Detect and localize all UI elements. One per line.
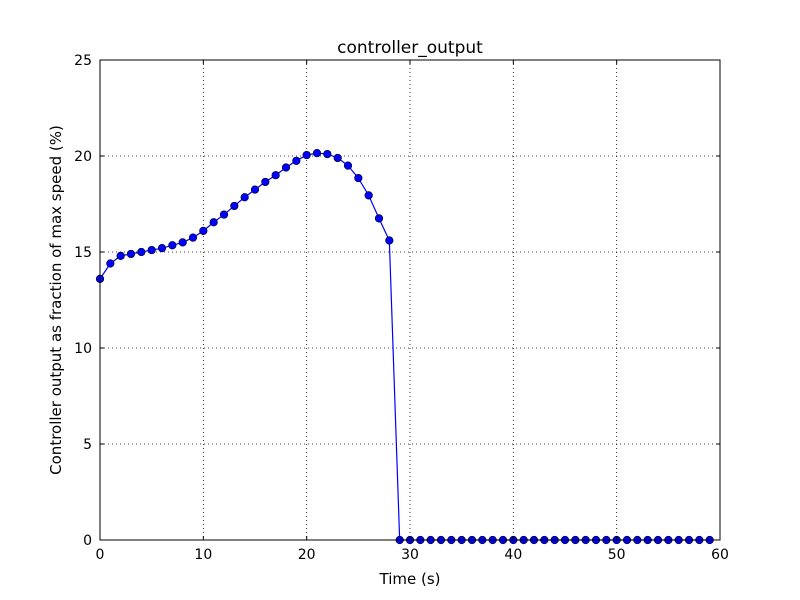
data-point [116,251,125,260]
data-point [137,247,146,257]
data-point [168,241,177,250]
x-tick-label: 20 [298,547,316,563]
data-point [157,244,167,253]
data-point [188,233,198,242]
data-point [271,171,280,180]
data-point [209,218,218,227]
data-point [281,163,291,172]
x-tick-label: 0 [96,547,105,563]
data-point [343,161,353,170]
x-tick-label: 40 [504,547,522,563]
data-point [178,238,187,247]
x-tick-label: 60 [711,547,729,563]
data-point [240,193,249,202]
x-axis-label: Time (s) [379,570,441,588]
data-point [323,149,332,159]
data-point [333,153,342,163]
data-point [292,156,301,165]
data-point [199,226,208,235]
data-point [354,173,363,183]
data-point [126,249,136,259]
data-point [261,177,270,187]
grid-lines [100,60,720,540]
x-tick-label: 10 [194,547,212,563]
chart-title: controller_output [337,38,483,58]
y-tick-label: 25 [74,53,92,69]
data-point [312,149,322,158]
y-tick-label: 10 [74,341,92,357]
y-axis-label: Controller output as fraction of max spe… [47,125,65,475]
y-tick-label: 0 [83,533,92,549]
data-point [219,210,229,219]
data-point [374,214,384,223]
y-tick-label: 20 [74,149,92,165]
y-tick-label: 5 [83,437,92,453]
x-tick-label: 50 [608,547,626,563]
data-point [230,201,239,211]
x-tick-label: 30 [401,547,419,563]
axis-ticks: 0 10 20 30 40 50 60 0 5 10 15 20 25 [74,53,729,563]
data-point [250,185,260,194]
data-point [302,150,311,160]
data-point [147,245,156,255]
data-point [364,191,373,200]
y-tick-label: 15 [74,245,92,261]
data-point [106,259,115,268]
data-point [385,236,394,245]
